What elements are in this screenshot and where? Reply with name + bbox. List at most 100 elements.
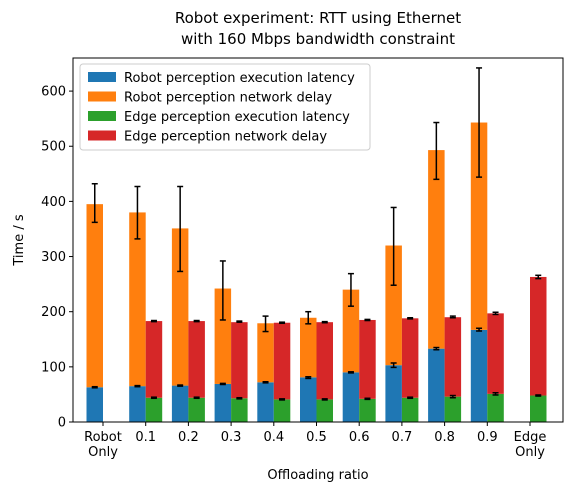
error-robot-exec-8	[433, 346, 440, 351]
error-robot-total-6	[347, 272, 354, 307]
x-tick-label-line: 0.7	[392, 430, 413, 445]
error-edge-exec-5	[321, 398, 328, 401]
error-edge-exec-1	[150, 396, 157, 400]
chart-title-line-0: Robot experiment: RTT using Ethernet	[175, 9, 461, 27]
error-robot-total-9	[476, 67, 483, 178]
bar-robot-network-9	[470, 122, 488, 330]
x-tick-label-3: 0.3	[221, 430, 242, 445]
x-tick-label-7: 0.7	[392, 430, 413, 445]
bar-robot-execution-5	[300, 377, 317, 422]
bar-robot-network-4	[257, 323, 274, 383]
x-tick-label-0: Robot Only	[84, 430, 122, 460]
bars	[86, 122, 547, 422]
bar-edge-network-8	[444, 317, 462, 397]
bar-edge-network-2	[188, 321, 205, 398]
bar-edge-network-5	[316, 322, 333, 400]
bar-robot-execution-0	[86, 387, 103, 422]
error-robot-total-1	[134, 185, 141, 240]
error-robot-exec-9	[476, 327, 483, 332]
bar-robot-execution-2	[171, 385, 189, 422]
bar-robot-network-0	[86, 204, 103, 388]
x-tick-label-2: 0.2	[178, 430, 199, 445]
error-robot-exec-2	[177, 384, 184, 387]
error-edge-total-2	[193, 319, 200, 323]
error-edge-exec-9	[492, 392, 499, 396]
error-edge-total-8	[449, 315, 456, 319]
error-edge-exec-4	[279, 398, 286, 401]
bar-robot-network-3	[214, 288, 232, 384]
x-tick-label-8: 0.8	[434, 430, 455, 445]
bar-edge-execution-2	[188, 397, 205, 422]
error-edge-total-10	[535, 274, 542, 280]
error-edge-total-7	[407, 317, 414, 320]
x-tick-label-1: 0.1	[135, 430, 156, 445]
bar-edge-execution-6	[359, 398, 376, 422]
chart-title-line-1: with 160 Mbps bandwidth constraint	[181, 30, 455, 48]
bar-edge-network-1	[145, 321, 163, 398]
error-robot-total-3	[219, 260, 226, 321]
error-edge-exec-8	[449, 394, 456, 399]
bar-edge-execution-4	[273, 399, 291, 422]
y-tick-label-4: 400	[41, 195, 66, 210]
error-edge-exec-3	[236, 396, 243, 400]
y-tick-label-3: 300	[41, 250, 66, 265]
error-bars	[91, 67, 542, 401]
x-tick-label-line: Only	[88, 445, 118, 460]
error-edge-total-5	[321, 320, 328, 324]
bar-edge-network-10	[530, 276, 547, 396]
legend-label-1: Robot perception network delay	[124, 91, 332, 106]
bar-edge-network-7	[401, 318, 419, 398]
bar-edge-execution-3	[231, 398, 248, 422]
error-robot-total-2	[177, 185, 184, 273]
x-tick-label-line: 0.4	[263, 430, 284, 445]
bar-edge-execution-10	[530, 395, 547, 422]
x-tick-label-line: Edge	[514, 430, 547, 445]
bar-robot-execution-1	[129, 386, 146, 422]
plot-frame	[72, 57, 564, 423]
legend-swatch-1	[88, 91, 116, 102]
x-tick-label-line: Robot	[84, 430, 122, 445]
error-robot-total-0	[91, 182, 98, 224]
x-axis-label: Offloading ratio	[267, 468, 368, 483]
bar-edge-network-9	[487, 313, 504, 394]
error-robot-total-8	[433, 121, 440, 181]
error-robot-exec-3	[219, 382, 226, 386]
bar-edge-execution-5	[316, 399, 333, 422]
x-tick-label-line: 0.1	[135, 430, 156, 445]
legend-box	[79, 63, 371, 151]
y-tick-label-6: 600	[41, 85, 66, 100]
x-tick-label-4: 0.4	[263, 430, 284, 445]
x-tick-label-line: 0.6	[349, 430, 370, 445]
error-edge-exec-2	[193, 396, 200, 400]
x-tick-label-10: Edge Only	[514, 430, 547, 460]
x-tick-label-9: 0.9	[477, 430, 498, 445]
error-edge-total-1	[150, 319, 157, 323]
error-edge-total-9	[492, 311, 499, 316]
chart-title: Robot experiment: RTT using Ethernet with…	[175, 9, 461, 48]
bar-robot-network-6	[342, 289, 360, 373]
error-edge-total-3	[236, 320, 243, 323]
bar-edge-network-6	[359, 319, 376, 399]
bar-edge-network-4	[273, 322, 291, 400]
x-tick-label-6: 0.6	[349, 430, 370, 445]
bar-robot-execution-7	[385, 365, 402, 422]
y-axis-label: Time / s	[12, 214, 27, 266]
bar-robot-network-8	[428, 150, 445, 349]
x-tick-label-line: 0.5	[306, 430, 327, 445]
error-robot-exec-0	[91, 385, 98, 389]
bar-robot-execution-8	[428, 348, 445, 422]
x-tick-label-line: 0.9	[477, 430, 498, 445]
error-edge-exec-6	[364, 397, 371, 401]
error-edge-exec-10	[535, 394, 542, 397]
error-robot-exec-7	[390, 362, 397, 369]
bar-robot-execution-9	[470, 329, 488, 422]
bar-robot-execution-4	[257, 382, 274, 422]
y-tick-label-5: 500	[41, 140, 66, 155]
error-robot-exec-1	[134, 384, 141, 388]
bar-robot-network-7	[385, 245, 402, 366]
legend-swatch-2	[88, 111, 116, 121]
legend-swatch-3	[88, 130, 116, 141]
x-tick-label-line: 0.2	[178, 430, 199, 445]
